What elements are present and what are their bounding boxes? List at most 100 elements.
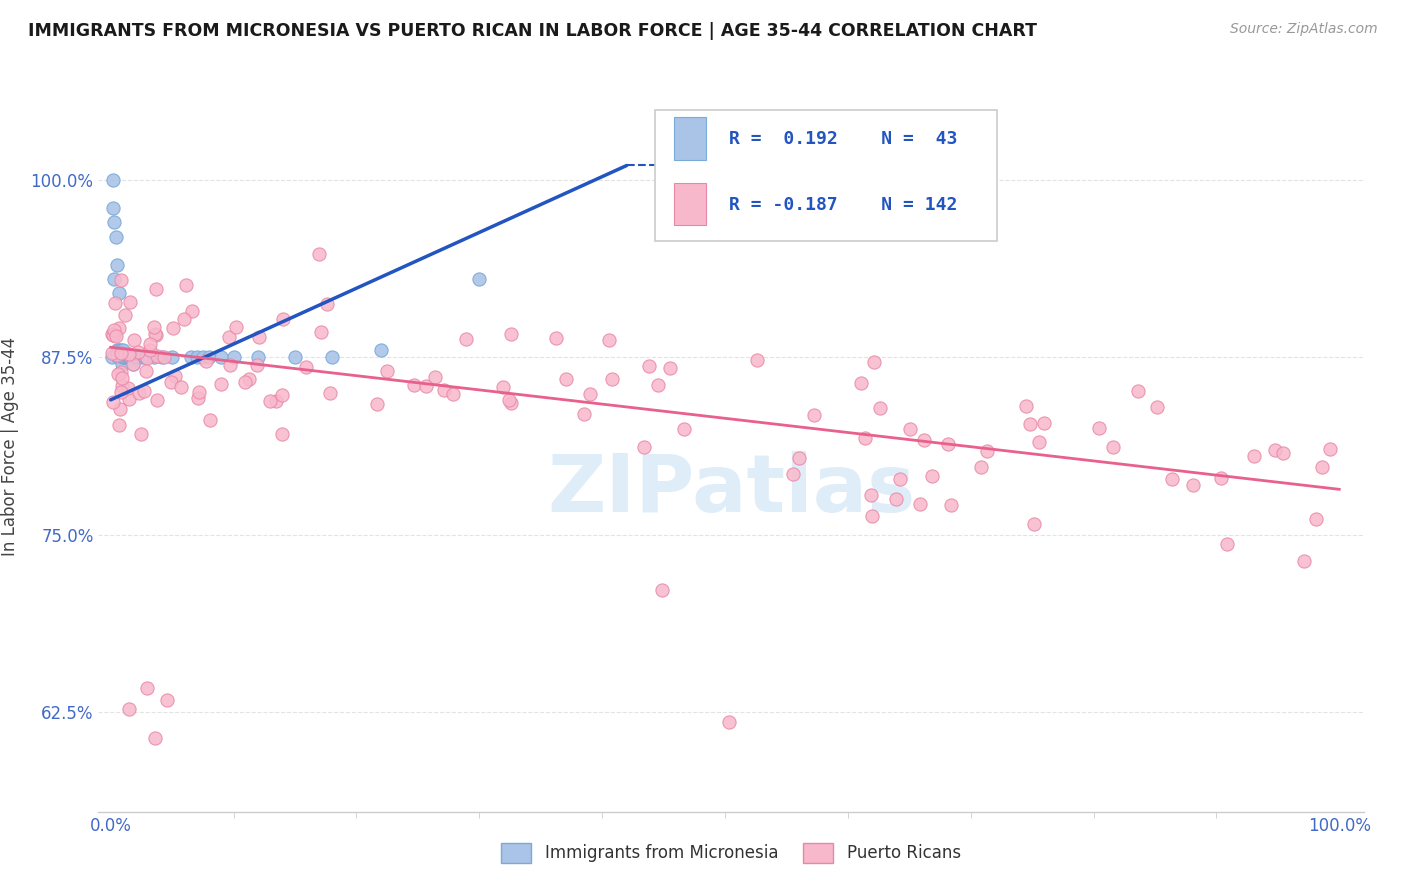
Point [105, 343, 128, 358]
Point [115, 350, 138, 364]
Point [162, 321, 184, 335]
Point [103, 328, 125, 343]
Point [638, 359, 661, 373]
Point [853, 431, 876, 445]
Point [107, 368, 129, 382]
Point [139, 337, 162, 351]
Point [1028, 434, 1050, 449]
Point [110, 345, 132, 359]
Point [134, 350, 156, 364]
Text: ZIPatlas: ZIPatlas [547, 450, 915, 529]
Point [105, 258, 128, 272]
Point [803, 408, 825, 422]
Point [117, 392, 139, 406]
Point [174, 277, 197, 292]
Point [156, 693, 179, 707]
Point [111, 343, 134, 358]
Point [117, 350, 139, 364]
Point [114, 308, 136, 322]
Point [1243, 449, 1265, 463]
Point [745, 353, 768, 368]
Point [912, 434, 935, 448]
Y-axis label: In Labor Force | Age 35-44: In Labor Force | Age 35-44 [1, 336, 20, 556]
Point [222, 350, 245, 364]
Point [110, 384, 132, 399]
Point [187, 384, 209, 399]
Point [108, 286, 131, 301]
Point [970, 460, 993, 475]
Point [284, 350, 307, 364]
Point [425, 370, 447, 384]
Point [101, 201, 124, 215]
Bar [675, 118, 706, 160]
Point [860, 508, 883, 523]
Point [432, 383, 454, 397]
Point [111, 350, 134, 364]
Point [651, 582, 673, 597]
Point [939, 498, 962, 512]
Point [100, 326, 122, 341]
Point [1271, 446, 1294, 460]
Point [145, 282, 167, 296]
Point [145, 326, 167, 341]
Point [1126, 384, 1149, 398]
Point [160, 350, 183, 364]
Point [1161, 472, 1184, 486]
Point [1014, 399, 1036, 413]
Point [247, 350, 270, 364]
Point [128, 345, 150, 359]
Point [1294, 554, 1316, 568]
Point [180, 350, 202, 364]
Point [121, 357, 143, 371]
Point [377, 363, 399, 377]
Point [111, 371, 134, 385]
Point [1088, 421, 1111, 435]
Point [170, 380, 193, 394]
Point [111, 357, 134, 371]
Point [271, 312, 294, 326]
Point [143, 731, 166, 745]
Point [569, 855, 592, 869]
Point [128, 385, 150, 400]
Point [598, 333, 620, 347]
Point [103, 272, 125, 286]
Point [104, 229, 127, 244]
Point [441, 387, 464, 401]
Point [108, 343, 131, 358]
Point [145, 327, 167, 342]
Point [1305, 512, 1327, 526]
Point [135, 681, 157, 695]
Point [259, 394, 281, 409]
Point [1019, 417, 1042, 432]
Point [110, 272, 132, 286]
Point [150, 350, 173, 364]
Point [103, 215, 125, 229]
Point [173, 312, 195, 326]
Point [124, 350, 146, 364]
Point [862, 354, 884, 368]
FancyBboxPatch shape [655, 110, 997, 241]
Point [225, 320, 247, 334]
Point [108, 321, 131, 335]
Point [1310, 459, 1333, 474]
Point [468, 272, 491, 286]
Point [101, 345, 124, 359]
Point [105, 348, 128, 362]
Point [647, 378, 669, 392]
Text: R =  0.192    N =  43: R = 0.192 N = 43 [728, 130, 957, 148]
Point [111, 379, 134, 393]
Point [118, 347, 141, 361]
Point [1032, 417, 1054, 431]
Point [295, 360, 318, 375]
Text: R = -0.187    N = 142: R = -0.187 N = 142 [728, 196, 957, 214]
Point [415, 379, 437, 393]
Point [659, 361, 682, 376]
Point [153, 350, 176, 364]
Point [122, 357, 145, 371]
Point [238, 372, 260, 386]
Point [319, 386, 342, 401]
Point [309, 325, 332, 339]
Point [219, 358, 242, 372]
Point [194, 353, 217, 368]
Point [117, 702, 139, 716]
